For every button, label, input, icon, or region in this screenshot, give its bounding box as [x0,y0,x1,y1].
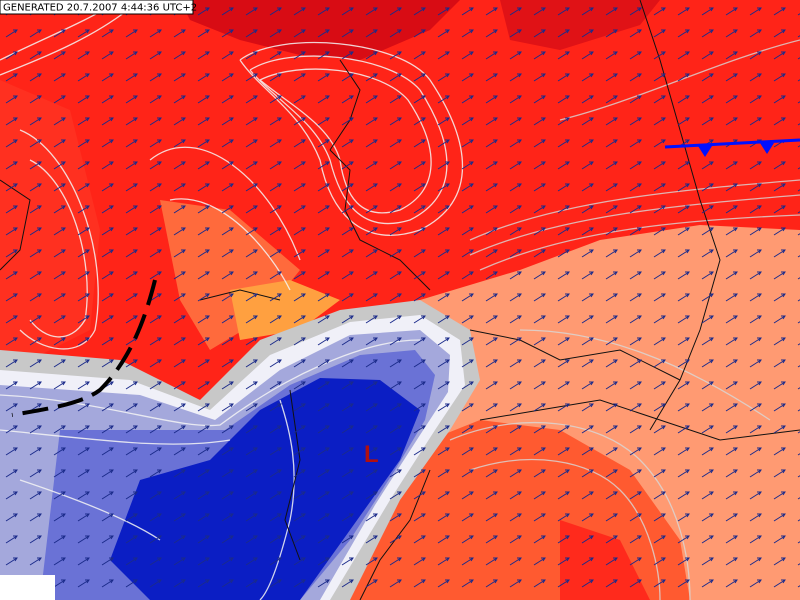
header-box [0,0,194,15]
occluded-front [11,279,157,417]
cold-front [664,138,800,157]
low-pressure-label: L [364,441,379,468]
land-patch [0,575,55,600]
generated-timestamp: GENERATED 20.7.2007 4:44:36 UTC+2 [3,3,197,14]
